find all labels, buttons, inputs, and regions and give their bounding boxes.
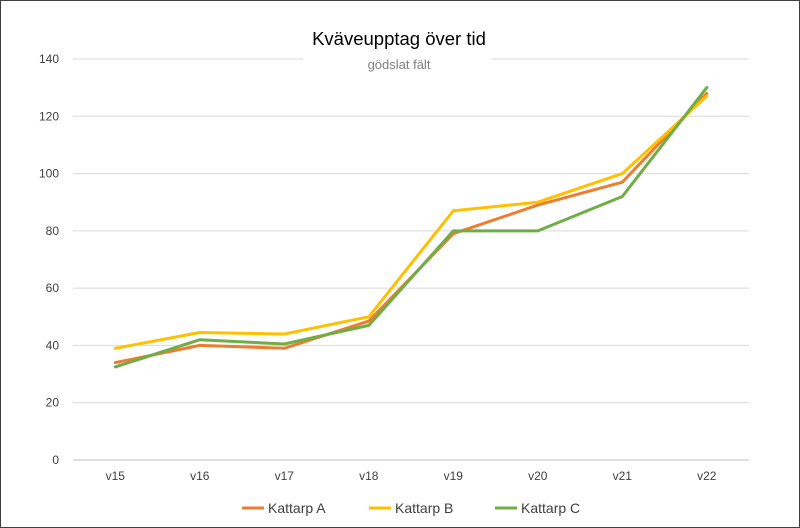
y-tick-label: 40 [46,338,60,352]
y-tick-label: 20 [46,396,60,410]
x-tick-label: v18 [359,469,379,483]
chart-subtitle: gödslat fält [368,57,431,72]
legend-label: Kattarp C [521,500,580,516]
series-line-kattarp-b [113,94,709,350]
legend-label: Kattarp A [268,500,326,516]
legend: Kattarp A Kattarp B Kattarp C [242,500,580,516]
title-background [303,23,491,77]
y-tick-label: 120 [39,109,59,123]
x-tick-label: v16 [190,469,210,483]
y-axis-ticks: 0 20 40 60 80 100 120 140 [39,52,59,467]
gridlines [73,58,749,461]
y-tick-label: 80 [46,224,60,238]
series-line-kattarp-c [113,86,709,369]
series-lines [113,86,709,369]
x-tick-label: v19 [444,469,464,483]
x-tick-label: v22 [697,469,717,483]
legend-label: Kattarp B [395,500,453,516]
x-tick-label: v20 [528,469,548,483]
y-tick-label: 0 [52,453,59,467]
series-line-kattarp-a [113,91,709,365]
x-axis-ticks: v15 v16 v17 v18 v19 v20 v21 v22 [106,469,717,483]
y-tick-label: 100 [39,167,59,181]
x-tick-label: v17 [275,469,295,483]
chart-title: Kväveupptag över tid [312,28,486,49]
y-tick-label: 140 [39,52,59,66]
y-tick-label: 60 [46,281,60,295]
x-tick-label: v15 [106,469,126,483]
x-tick-label: v21 [613,469,633,483]
